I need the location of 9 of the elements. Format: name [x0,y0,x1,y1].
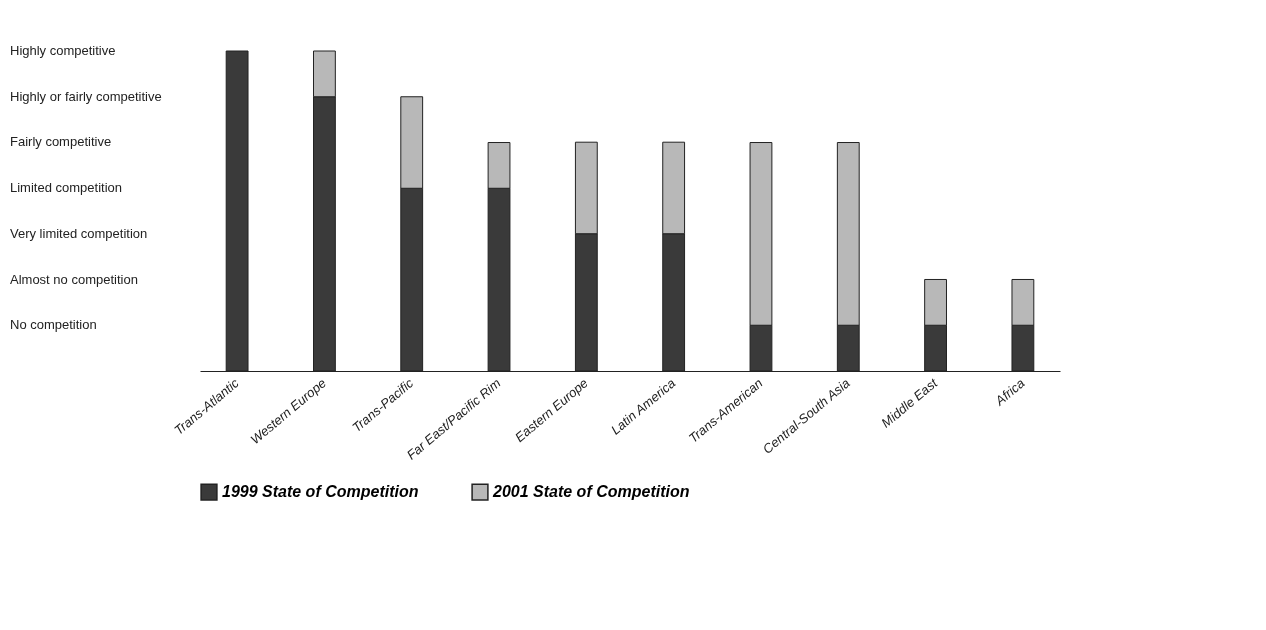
legend-label: 1999 State of Competition [222,483,419,501]
text: Almost no competition [10,271,138,287]
text: Fairly competitive [10,134,112,150]
text: Highly or fairly competitive [10,88,162,104]
text: Limited competition [10,180,122,196]
text: No competition [10,317,97,333]
text: Very limited competition [10,225,148,241]
text: Highly competitive [10,43,116,58]
legend-label: 2001 State of Competition [492,483,690,501]
